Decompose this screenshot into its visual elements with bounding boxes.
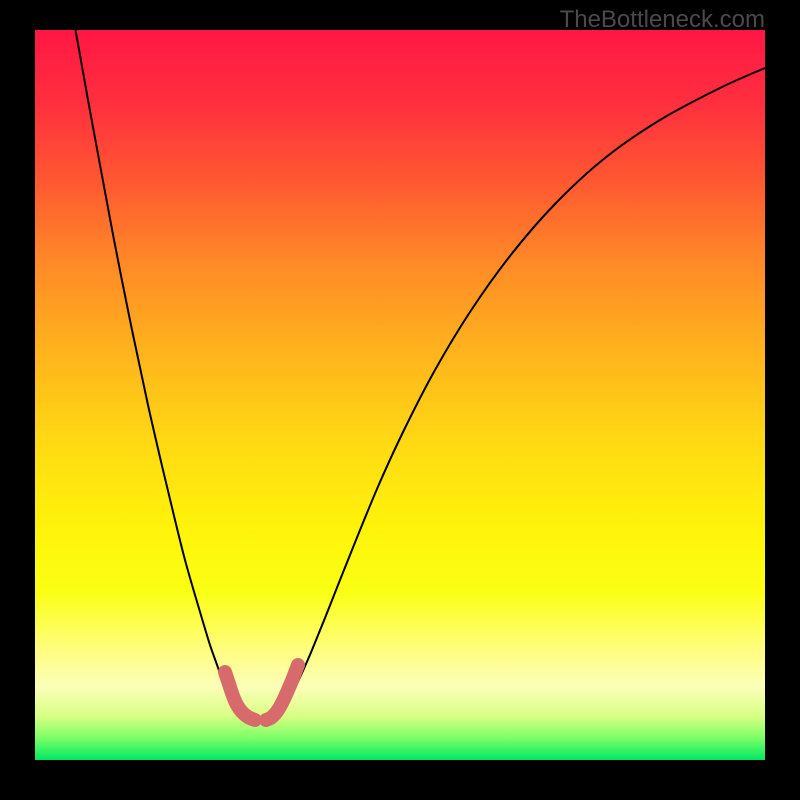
frame-right [765,0,800,800]
watermark-text: TheBottleneck.com [560,6,765,34]
chart-plot-area [35,30,765,760]
chart-svg [35,30,765,760]
frame-left [0,0,35,800]
frame-bottom [0,760,800,800]
gradient-background [35,30,765,760]
